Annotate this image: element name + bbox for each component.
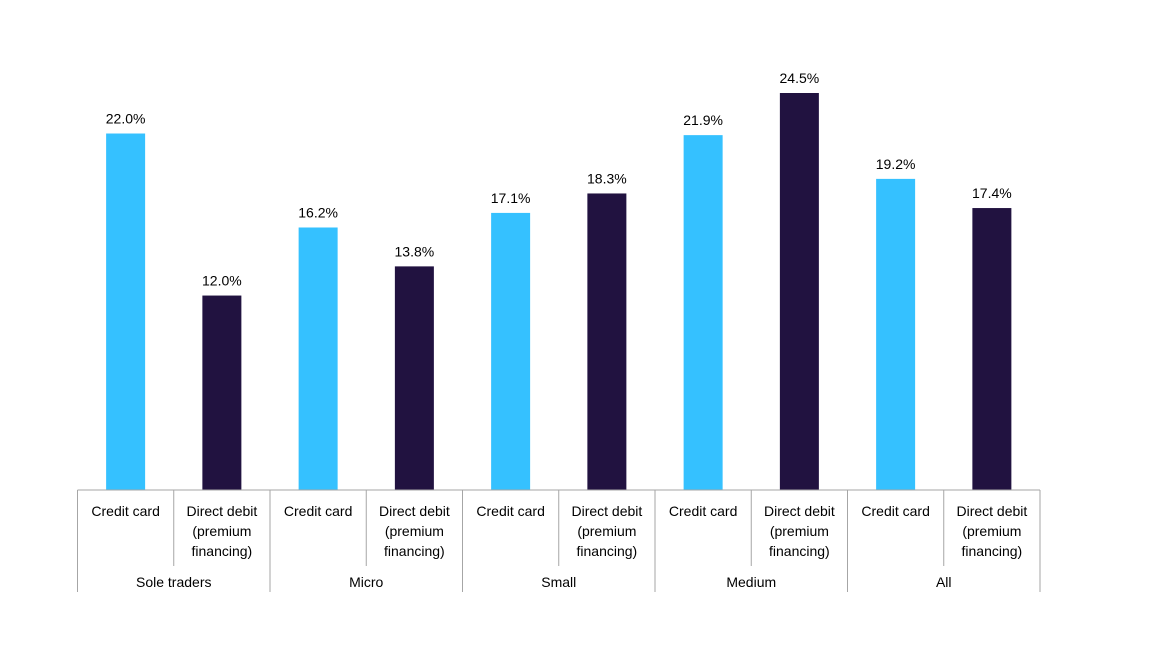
tick-label-direct_debit-5: Direct debit (premium financing) [956,503,1027,559]
subcategory-labels-layer: Credit card Direct debit (premium financing… [91,503,1027,559]
data-label-credit_card-1: 22.0% [106,111,146,127]
tick-label-line: Direct debit [379,503,450,519]
tick-label-credit_card-1: Credit card [91,503,159,519]
group-labels-layer: Sole traders Micro Small Medium All [136,574,952,590]
tick-label-direct_debit-3: Direct debit (premium financing) [571,503,642,559]
tick-label-credit_card-4: Credit card [669,503,737,519]
data-label-direct_debit-1: 12.0% [202,273,242,289]
tick-label-line: Credit card [284,503,352,519]
group-label-5: All [936,574,952,590]
bar-direct_debit-3 [587,193,627,490]
tick-label-line: Credit card [861,503,929,519]
bar-credit_card-1 [106,133,146,491]
tick-label-line: financing) [577,543,638,559]
tick-label-line: Credit card [91,503,159,519]
bar-credit_card-4 [683,135,723,490]
category-axis [77,489,1041,592]
data-label-credit_card-4: 21.9% [683,112,723,128]
group-label-3: Small [541,574,576,590]
tick-label-line: (premium [385,523,444,539]
group-label-2: Micro [349,574,383,590]
tick-label-credit_card-5: Credit card [861,503,929,519]
data-label-direct_debit-2: 13.8% [395,243,435,259]
tick-label-line: (premium [192,523,251,539]
group-label-4: Medium [726,574,776,590]
tick-label-line: Credit card [476,503,544,519]
tick-label-direct_debit-2: Direct debit (premium financing) [379,503,450,559]
tick-label-line: Credit card [669,503,737,519]
tick-label-credit_card-2: Credit card [284,503,352,519]
tick-label-line: (premium [577,523,636,539]
value-labels-layer: 22.0% 16.2% 17.1% 21.9% 19.2% 12.0% 13.8% 18.3%… [106,70,1012,289]
bar-credit_card-5 [876,178,916,490]
bar-direct_debit-1 [202,295,242,490]
tick-label-line: Direct debit [571,503,642,519]
bar-direct_debit-5 [972,208,1012,490]
tick-label-line: financing) [962,543,1023,559]
group-label-1: Sole traders [136,574,211,590]
data-label-direct_debit-5: 17.4% [972,185,1012,201]
bar-direct_debit-4 [779,93,819,490]
tick-label-line: (premium [962,523,1021,539]
tick-label-credit_card-3: Credit card [476,503,544,519]
tick-label-direct_debit-1: Direct debit (premium financing) [186,503,257,559]
tick-label-line: financing) [769,543,830,559]
bars-layer [106,93,1012,491]
data-label-credit_card-5: 19.2% [876,156,916,172]
tick-label-line: Direct debit [764,503,835,519]
bar-direct_debit-2 [394,266,434,490]
tick-label-line: (premium [770,523,829,539]
data-label-direct_debit-4: 24.5% [780,70,820,86]
data-label-credit_card-3: 17.1% [491,190,531,206]
tick-label-line: Direct debit [186,503,257,519]
tick-label-line: financing) [384,543,445,559]
tick-label-line: financing) [192,543,253,559]
tick-label-line: Direct debit [956,503,1027,519]
bar-credit_card-3 [491,212,531,490]
tick-label-direct_debit-4: Direct debit (premium financing) [764,503,835,559]
bar-credit_card-2 [298,227,338,490]
data-label-credit_card-2: 16.2% [298,204,338,220]
data-label-direct_debit-3: 18.3% [587,170,627,186]
